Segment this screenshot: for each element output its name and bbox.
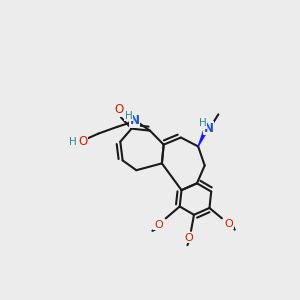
Polygon shape bbox=[198, 128, 208, 146]
Text: H: H bbox=[199, 118, 207, 128]
Text: N: N bbox=[204, 122, 214, 134]
Text: O: O bbox=[115, 103, 124, 116]
Text: N: N bbox=[130, 114, 140, 128]
Text: O: O bbox=[154, 220, 163, 230]
Text: O: O bbox=[185, 233, 194, 243]
Text: O: O bbox=[224, 219, 233, 229]
Text: H: H bbox=[125, 110, 133, 121]
Text: H: H bbox=[69, 137, 77, 147]
Text: O: O bbox=[79, 135, 88, 148]
